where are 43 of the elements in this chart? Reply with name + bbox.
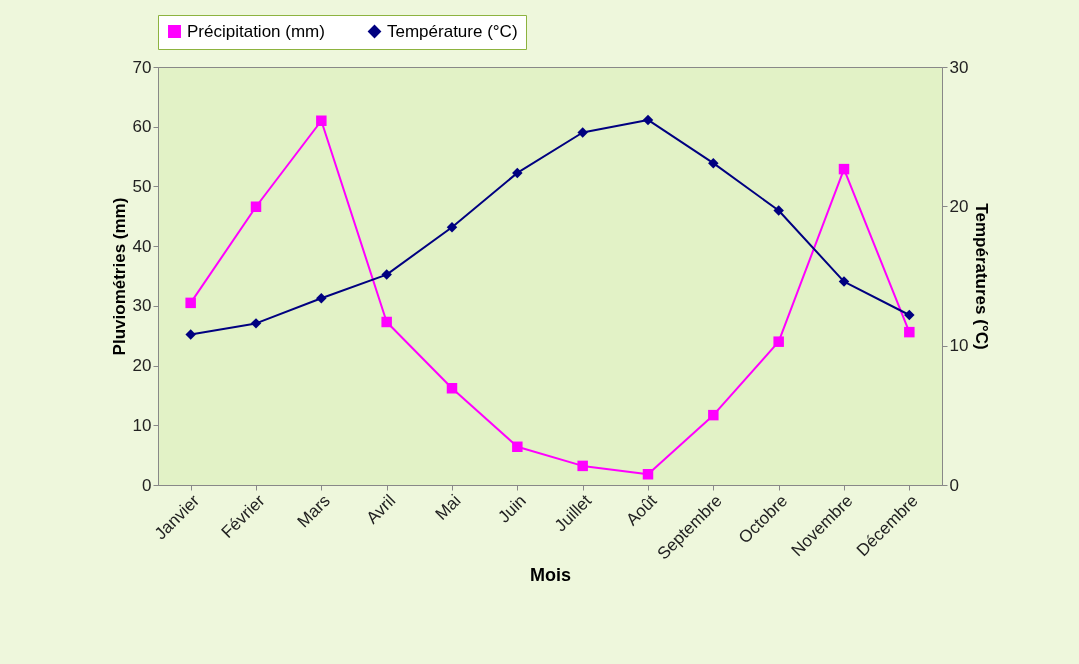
point <box>250 318 262 329</box>
y2-tick-label: 10 <box>949 336 969 356</box>
point <box>512 167 523 179</box>
y-tick-label: 60 <box>132 117 152 137</box>
y-tick-label: 40 <box>132 236 152 256</box>
y-tick-label: 10 <box>132 415 152 435</box>
point <box>773 336 784 347</box>
point <box>316 293 327 304</box>
x-axis-title: Mois <box>529 564 572 585</box>
legend-label: Précipitation (mm) <box>187 21 325 41</box>
point <box>577 460 588 472</box>
point <box>773 205 784 216</box>
y-tick-label: 20 <box>132 356 152 376</box>
y2-tick-label: 30 <box>949 57 969 77</box>
point <box>577 127 588 138</box>
point <box>708 157 719 169</box>
point <box>446 383 458 394</box>
y2-tick-label: 0 <box>949 475 959 495</box>
x-tick-label: Juin <box>494 491 530 527</box>
point <box>185 329 196 340</box>
point <box>446 221 458 233</box>
point <box>838 163 850 175</box>
point <box>708 409 719 421</box>
point <box>642 114 654 126</box>
legend-label: Température (°C) <box>387 21 518 41</box>
point <box>642 469 654 480</box>
point <box>904 309 915 321</box>
point <box>185 297 196 309</box>
y2-axis-title: Températures (°C) <box>972 203 992 350</box>
y2-tick-label: 20 <box>949 196 969 216</box>
y-tick-label: 30 <box>132 296 152 316</box>
y-tick-label: 50 <box>132 176 152 196</box>
x-tick-label: Mai <box>431 491 465 524</box>
point <box>381 269 392 280</box>
y-tick-label: 0 <box>142 475 152 495</box>
y-axis-title: Pluviométries (mm) <box>109 197 129 356</box>
y-tick-label: 70 <box>132 57 152 77</box>
point <box>250 201 262 212</box>
point <box>838 276 850 287</box>
point <box>904 326 915 338</box>
point <box>316 115 327 126</box>
point <box>381 316 392 328</box>
point <box>512 441 523 453</box>
